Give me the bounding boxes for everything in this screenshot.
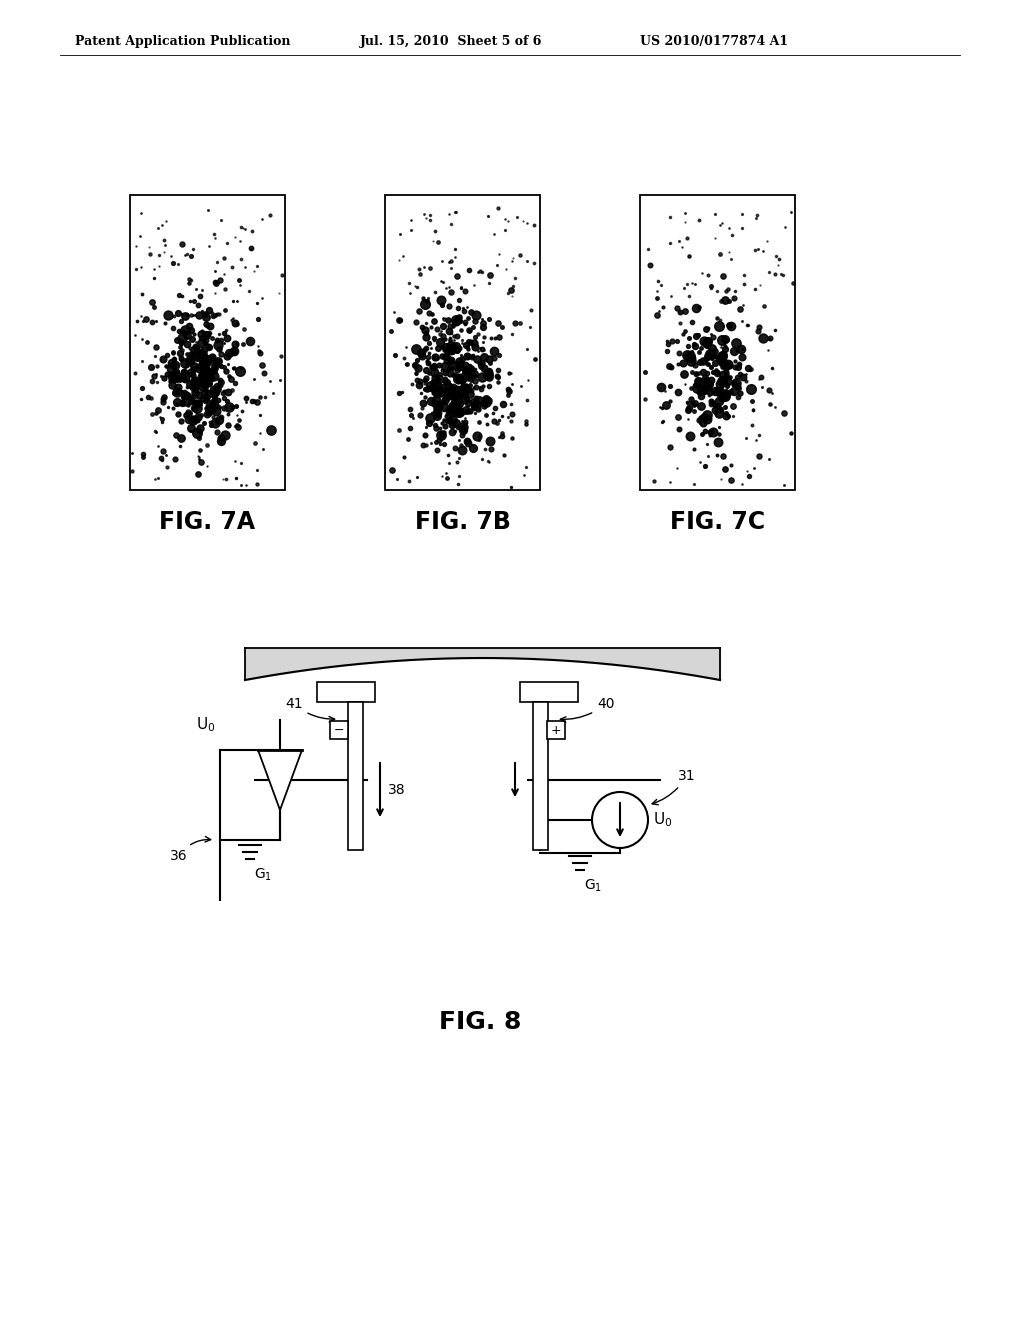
- Text: G$_1$: G$_1$: [584, 878, 602, 895]
- Text: Jul. 15, 2010  Sheet 5 of 6: Jul. 15, 2010 Sheet 5 of 6: [360, 36, 543, 48]
- Text: FIG. 7B: FIG. 7B: [415, 510, 510, 535]
- Text: FIG. 7A: FIG. 7A: [160, 510, 256, 535]
- Text: FIG. 7C: FIG. 7C: [670, 510, 765, 535]
- Bar: [640, 195, 795, 490]
- Bar: [130, 195, 285, 490]
- Text: US 2010/0177874 A1: US 2010/0177874 A1: [640, 36, 788, 48]
- Text: U$_0$: U$_0$: [653, 810, 673, 829]
- Bar: [330, 721, 348, 739]
- Text: Patent Application Publication: Patent Application Publication: [75, 36, 291, 48]
- Text: −: −: [334, 723, 344, 737]
- Text: 36: 36: [170, 837, 211, 863]
- Bar: [534, 702, 548, 850]
- Text: 41: 41: [285, 697, 335, 722]
- Polygon shape: [258, 750, 302, 810]
- Bar: [520, 682, 578, 702]
- Text: G$_1$: G$_1$: [254, 867, 272, 883]
- Text: FIG. 8: FIG. 8: [439, 1010, 521, 1034]
- Text: 40: 40: [560, 697, 614, 722]
- Text: +: +: [551, 723, 561, 737]
- Bar: [317, 682, 375, 702]
- Bar: [348, 702, 362, 850]
- Bar: [385, 195, 540, 490]
- Text: U$_0$: U$_0$: [196, 715, 215, 734]
- Bar: [547, 721, 565, 739]
- Text: 31: 31: [652, 770, 695, 805]
- Text: 38: 38: [388, 783, 406, 797]
